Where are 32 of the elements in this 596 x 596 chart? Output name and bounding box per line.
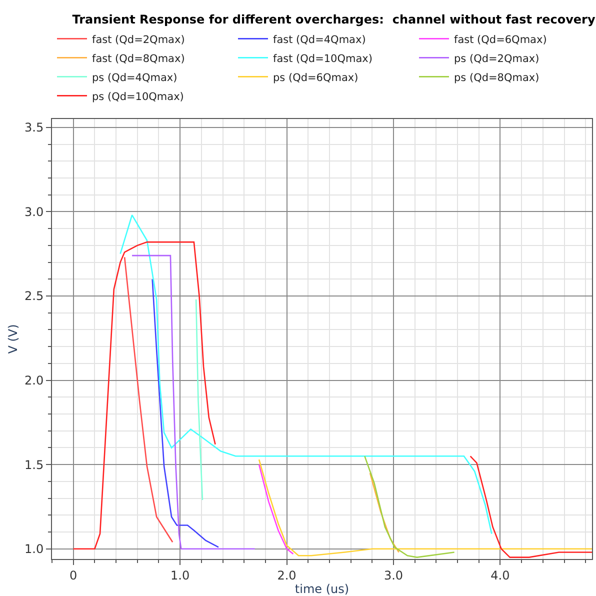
legend-label: ps (Qd=10Qmax)	[92, 90, 184, 103]
line-series	[369, 472, 400, 553]
y-tick-label: 1.5	[24, 458, 44, 472]
x-tick-label: 1.0	[170, 568, 190, 582]
y-tick-label: 3.5	[24, 120, 44, 135]
y-axis-title: V (V)	[6, 324, 20, 354]
line-series	[258, 458, 592, 556]
x-tick-label: 2.0	[277, 568, 296, 582]
legend-label: fast (Qd=4Qmax)	[273, 34, 366, 46]
y-tick-label: 2.5	[24, 289, 44, 304]
legend-label: ps (Qd=4Qmax)	[92, 72, 178, 84]
chart-title: Transient Response for different overcharges: channel without fast recovery	[72, 12, 596, 26]
legend-label: fast (Qd=6Qmax)	[454, 34, 547, 46]
legend-label: fast (Qd=10Qmax)	[273, 52, 372, 65]
y-tick-label: 1.0	[24, 542, 44, 556]
line-series	[131, 254, 256, 550]
legend-label: ps (Qd=6Qmax)	[273, 72, 358, 84]
x-tick-label: 0	[70, 568, 78, 582]
line-series	[364, 456, 455, 558]
y-tick-label: 3.0	[24, 204, 44, 219]
line-series	[124, 256, 174, 543]
legend-label: ps (Qd=2Qmax)	[454, 52, 540, 65]
line-series	[258, 464, 294, 555]
x-axis-title: time (us)	[294, 582, 350, 596]
y-tick-label: 2.0	[24, 374, 44, 388]
x-tick-label: 4.0	[490, 568, 510, 582]
legend-label: fast (Qd=8Qmax)	[92, 52, 185, 65]
x-tick-label: 3.0	[384, 568, 404, 582]
line-series	[120, 214, 492, 534]
legend-label: fast (Qd=2Qmax)	[92, 34, 185, 46]
legend-label: ps (Qd=8Qmax)	[454, 72, 540, 84]
line-series	[152, 278, 220, 548]
